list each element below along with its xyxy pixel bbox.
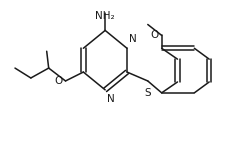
Text: S: S: [144, 88, 151, 98]
Text: O: O: [150, 30, 159, 40]
Text: N: N: [107, 94, 115, 104]
Text: NH₂: NH₂: [95, 11, 115, 21]
Text: O: O: [54, 76, 62, 86]
Text: N: N: [129, 34, 137, 44]
